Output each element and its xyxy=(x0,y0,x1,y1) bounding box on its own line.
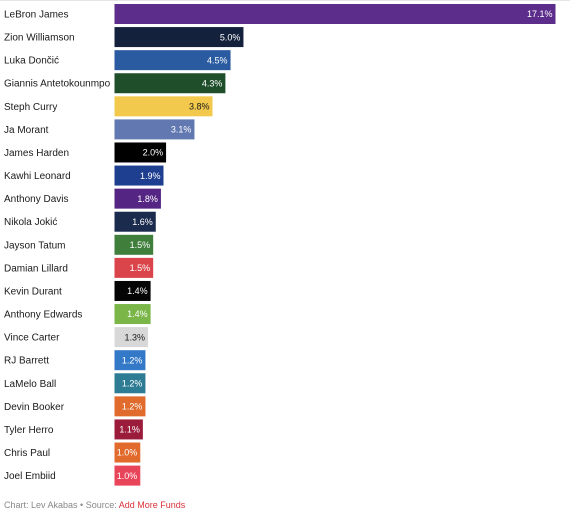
bar xyxy=(114,350,146,371)
value-label: 1.6% xyxy=(132,217,153,227)
bar xyxy=(114,257,154,278)
category-label: Joel Embiid xyxy=(4,471,56,482)
category-label: Anthony Davis xyxy=(4,194,68,205)
value-label: 1.2% xyxy=(122,355,143,365)
category-label: Ja Morant xyxy=(4,125,49,136)
category-label: Chris Paul xyxy=(4,448,50,459)
bar-chart: LeBron James 17.1% Zion Williamson 5.0% Luka… xyxy=(0,0,570,486)
bar xyxy=(114,396,146,417)
value-label: 1.9% xyxy=(140,171,161,181)
category-label: James Harden xyxy=(4,148,69,159)
bar xyxy=(114,142,167,163)
source-link[interactable]: Add More Funds xyxy=(118,500,186,510)
chart-footer: Chart: Lev Akabas • Source: Add More Fun… xyxy=(4,500,185,510)
category-label: Giannis Antetokounmpo xyxy=(4,79,111,90)
bar xyxy=(114,442,141,463)
value-label: 17.1% xyxy=(527,9,553,19)
value-label: 3.1% xyxy=(171,125,192,135)
bar xyxy=(114,27,244,48)
bar xyxy=(114,373,146,394)
bar xyxy=(114,188,161,209)
value-label: 1.5% xyxy=(130,263,151,273)
bar xyxy=(114,465,141,486)
value-label: 1.3% xyxy=(125,332,146,342)
category-label: LeBron James xyxy=(4,10,68,21)
category-label: Steph Curry xyxy=(4,102,57,113)
bar xyxy=(114,50,231,71)
category-label: Tyler Herro xyxy=(4,425,54,436)
value-label: 1.2% xyxy=(122,402,143,412)
category-label: Anthony Edwards xyxy=(4,310,82,321)
value-label: 1.4% xyxy=(127,286,148,296)
bar xyxy=(114,211,156,232)
bar xyxy=(114,96,213,117)
value-label: 4.3% xyxy=(202,78,223,88)
bar xyxy=(114,234,154,255)
bar xyxy=(114,304,151,325)
value-label: 1.4% xyxy=(127,309,148,319)
category-label: Zion Williamson xyxy=(4,33,75,44)
category-label: RJ Barrett xyxy=(4,356,49,367)
value-label: 1.0% xyxy=(117,471,138,481)
category-label: Kevin Durant xyxy=(4,286,62,297)
bar xyxy=(114,419,143,440)
footer-credit: Chart: Lev Akabas • Source: xyxy=(4,500,119,510)
category-label: Devin Booker xyxy=(4,402,65,413)
bar xyxy=(114,119,195,140)
category-label: Kawhi Leonard xyxy=(4,171,71,182)
value-label: 3.8% xyxy=(189,102,210,112)
value-label: 1.8% xyxy=(137,194,158,204)
bar xyxy=(114,280,151,301)
value-label: 5.0% xyxy=(220,32,241,42)
category-label: Jayson Tatum xyxy=(4,240,66,251)
category-label: Luka Dončić xyxy=(4,56,59,67)
category-label: LaMelo Ball xyxy=(4,379,56,390)
category-label: Nikola Jokić xyxy=(4,217,57,228)
value-label: 1.0% xyxy=(117,448,138,458)
value-label: 1.2% xyxy=(122,378,143,388)
bar xyxy=(114,4,556,24)
category-label: Vince Carter xyxy=(4,333,60,344)
category-label: Damian Lillard xyxy=(4,263,68,274)
bar xyxy=(114,73,226,94)
bar xyxy=(114,165,164,186)
bar xyxy=(114,327,149,348)
bar-rows: LeBron James 17.1% Zion Williamson 5.0% Luka… xyxy=(4,4,556,486)
value-label: 1.5% xyxy=(130,240,151,250)
value-label: 4.5% xyxy=(207,55,228,65)
value-label: 2.0% xyxy=(143,148,164,158)
value-label: 1.1% xyxy=(119,425,140,435)
